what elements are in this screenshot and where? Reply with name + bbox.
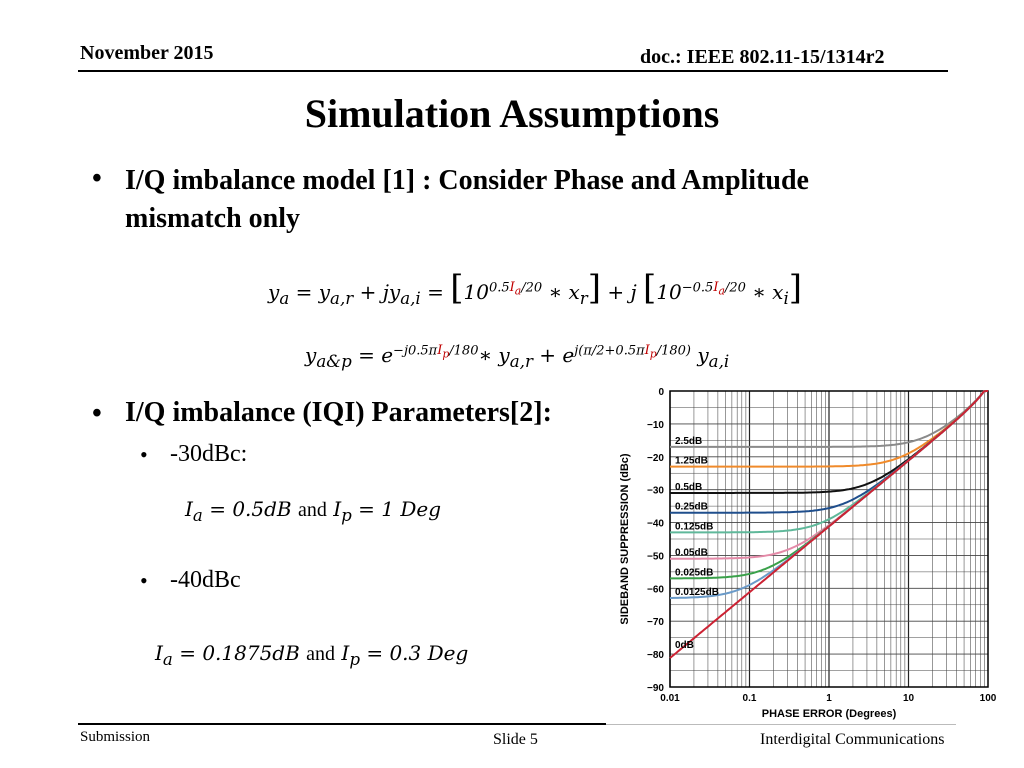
y-axis-label: SIDEBAND SUPPRESSION (dBc) [619,453,631,624]
equation-ya: ya = ya,r + jya,i = [100.5Ia/20 ∗ xr] + … [268,268,803,308]
y-tick-label: −40 [647,519,664,530]
y-tick-label: −50 [647,551,664,562]
plot-frame [669,390,989,688]
sideband-suppression-chart: 0.01 0.1 1 10 100 0 −10 −20 −30 −40 −50 −60 −70 −80 −9… [619,387,997,720]
footer-divider-light [606,724,956,725]
x-tick-label: 0.01 [660,693,680,704]
sub-bullet-dot: • [140,442,148,467]
x-tick-label: 100 [980,693,997,704]
series-label: 0.0125dB [675,587,719,598]
series-line [670,390,988,448]
y-tick-label: −70 [647,617,664,628]
series-label: 0.5dB [675,482,702,493]
series-line [670,390,988,468]
bullet-dot: • [92,163,102,194]
footer-submission: Submission [80,729,151,745]
sub-bullet-dot: • [140,568,148,593]
x-tick-label: 10 [903,693,915,704]
y-tick-label: −80 [647,650,664,661]
series-label: 2.5dB [675,436,702,447]
page-title: Simulation Assumptions [304,91,720,136]
equation-params-30dbc: Ia = 0.5dB and Ip = 1 Deg [185,497,442,525]
y-tick-label: −30 [647,486,664,497]
series-line [669,390,988,659]
y-tick-label: −10 [647,420,664,431]
bullet-iq-model: I/Q imbalance model [1] : Consider Phase… [125,165,809,234]
series-label: 1.25dB [675,456,708,467]
x-tick-label: 1 [826,693,832,704]
bullet-iqi-params: I/Q imbalance (IQI) Parameters[2]: [125,397,552,428]
equation-yap: ya&p = e−j0.5πIp/180∗ ya,r + ej(π/2+0.5π… [305,343,730,371]
footer-company: Interdigital Communications [760,731,945,748]
series-label: 0.025dB [675,567,713,578]
y-tick-label: −20 [647,453,664,464]
y-tick-label: 0 [658,387,664,398]
sub-bullet-40dbc: -40dBc [170,567,241,593]
footer-slide-number: Slide 5 [493,731,538,748]
y-tick-label: −90 [647,683,664,694]
series-label: 0.25dB [675,502,708,513]
x-axis-label: PHASE ERROR (Degrees) [762,708,897,720]
header-doc-id: doc.: IEEE 802.11-15/1314r2 [640,46,885,68]
equation-params-40dbc: Ia = 0.1875dB and Ip = 0.3 Deg [155,641,469,669]
and-word: and [297,499,327,521]
header-date: November 2015 [80,42,214,64]
series-label: 0.125dB [675,521,713,532]
header-divider [78,70,948,72]
y-tick-label: −60 [647,584,664,595]
sub-bullet-30dbc: -30dBc: [170,441,248,467]
x-tick-label: 0.1 [743,693,757,704]
footer-divider [78,723,606,725]
series-label: 0.05dB [675,548,708,559]
series-label: 0dB [675,640,694,651]
and-word: and [306,643,336,665]
bullet-dot: • [92,398,102,429]
